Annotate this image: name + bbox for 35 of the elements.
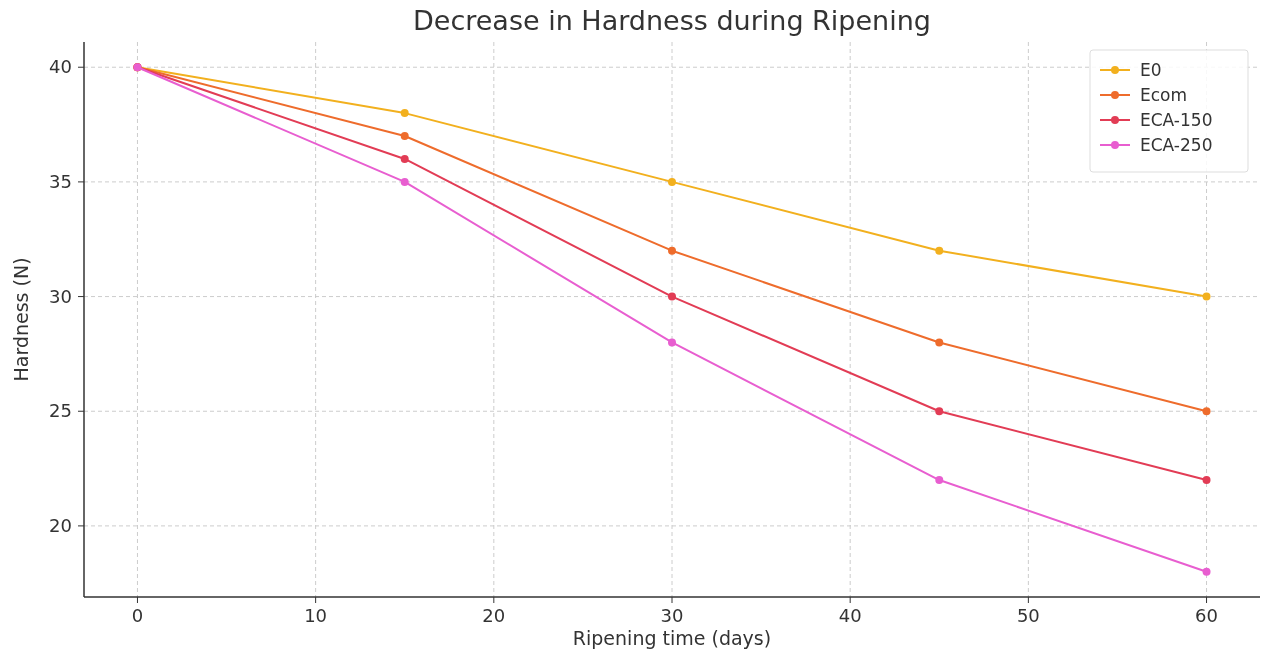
x-tick-label: 60 xyxy=(1195,605,1218,626)
point xyxy=(668,338,676,347)
y-tick-label: 30 xyxy=(49,285,72,307)
point xyxy=(1202,292,1211,301)
point xyxy=(400,177,409,186)
x-tick-label: 20 xyxy=(482,605,506,626)
point xyxy=(400,109,409,118)
y-tick-label: 40 xyxy=(49,56,72,78)
x-tick-label: 0 xyxy=(131,605,144,626)
y-tick-label: 25 xyxy=(49,400,72,422)
point xyxy=(935,246,944,255)
point xyxy=(1202,476,1211,485)
x-axis-title: Ripening time (days) xyxy=(572,627,772,649)
y-tick-label: 35 xyxy=(49,170,72,192)
point xyxy=(935,407,944,416)
legend-label: ECA-250 xyxy=(1140,135,1213,155)
legend-label: Ecom xyxy=(1140,85,1188,105)
point xyxy=(668,177,676,186)
x-tick-label: 40 xyxy=(838,605,862,626)
point xyxy=(400,132,409,141)
x-tick-label: 50 xyxy=(1016,605,1040,626)
point xyxy=(668,246,676,255)
x-tick-label: 30 xyxy=(660,605,684,626)
y-tick-label: 20 xyxy=(49,514,72,536)
point xyxy=(400,154,409,163)
legend-label: E0 xyxy=(1140,60,1162,80)
point xyxy=(935,476,944,485)
y-axis-title: Hardness (N) xyxy=(10,257,32,382)
legend-label: ECA-150 xyxy=(1140,110,1213,130)
point xyxy=(1202,407,1211,416)
point xyxy=(935,338,944,347)
chart-title: Decrease in Hardness during Ripening xyxy=(413,5,931,36)
point xyxy=(1202,567,1211,576)
point xyxy=(668,292,676,301)
x-tick-label: 10 xyxy=(304,605,328,626)
